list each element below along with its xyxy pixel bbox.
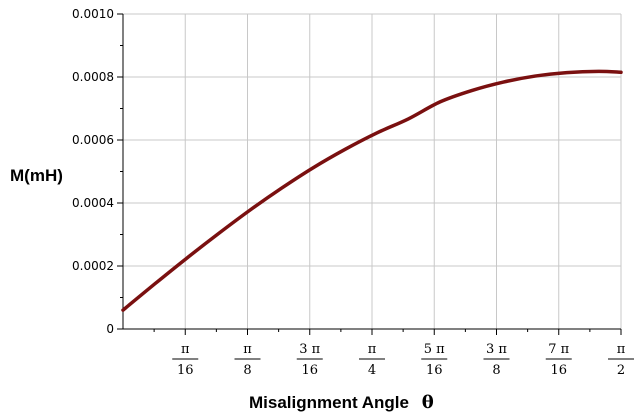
x-axis-title: Misalignment Angle θ bbox=[249, 392, 434, 413]
x-tick-label-numerator: 7 π bbox=[548, 342, 569, 357]
grid bbox=[123, 13, 622, 329]
x-tick-label-numerator: 3 π bbox=[299, 342, 320, 357]
x-tick-label-denominator: 8 bbox=[243, 363, 251, 378]
x-tick-label-denominator: 8 bbox=[492, 363, 500, 378]
tick-labels: 0 0.0002 0.0004 0.0006 0.0008 0.0010 π 16 π 8 3 π 1… bbox=[72, 7, 634, 378]
x-tick-label-denominator: 16 bbox=[177, 363, 194, 378]
x-tick-label-denominator: 16 bbox=[550, 363, 567, 378]
y-tick-label: 0.0002 bbox=[72, 259, 114, 273]
x-tick-label-numerator: π bbox=[243, 342, 252, 357]
series-layer bbox=[121, 69, 623, 312]
x-tick-label-denominator: 16 bbox=[426, 363, 443, 378]
x-tick-label-numerator: π bbox=[181, 342, 190, 357]
x-tick-label-denominator: 4 bbox=[368, 363, 376, 378]
axes bbox=[117, 13, 622, 335]
y-tick-label: 0.0006 bbox=[72, 133, 114, 147]
x-tick-label-numerator: π bbox=[368, 342, 377, 357]
x-tick-label-denominator: 16 bbox=[301, 363, 318, 378]
x-tick-label-numerator: 3 π bbox=[486, 342, 507, 357]
y-tick-label: 0 bbox=[106, 322, 114, 336]
y-tick-label: 0.0004 bbox=[72, 196, 114, 210]
x-tick-label-numerator: 5 π bbox=[424, 342, 445, 357]
x-axis-title-symbol: θ bbox=[422, 392, 434, 413]
x-tick-label-denominator: 2 bbox=[617, 363, 625, 378]
series-line bbox=[121, 69, 623, 312]
x-axis-title-text: Misalignment Angle bbox=[249, 393, 409, 412]
y-tick-label: 0.0008 bbox=[72, 70, 114, 84]
y-axis-title: M(mH) bbox=[10, 166, 63, 185]
y-tick-label: 0.0010 bbox=[72, 7, 114, 21]
x-tick-label-numerator: π bbox=[617, 342, 626, 357]
